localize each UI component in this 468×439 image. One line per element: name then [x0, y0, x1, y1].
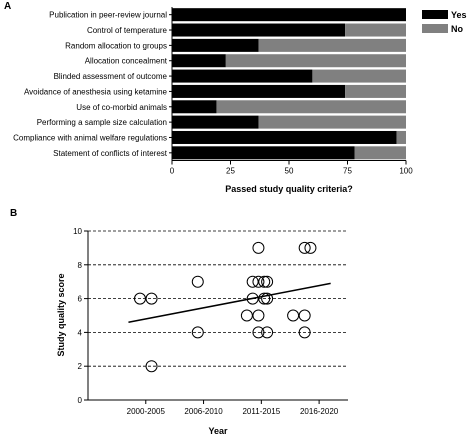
- y-tick-label-b-3: 6: [78, 295, 83, 304]
- scatter-point-16: [261, 326, 274, 339]
- scatter-point-21: [304, 241, 317, 254]
- x-tick-label-b-0: 2000-2005: [127, 407, 166, 416]
- scatter-point-15: [261, 292, 274, 305]
- category-label-8: Compliance with animal welfare regulatio…: [13, 133, 167, 142]
- y-tick-label-b-0: 0: [78, 396, 83, 405]
- scatter-point-14: [261, 275, 274, 288]
- bar-no-2: [258, 38, 406, 52]
- bar-no-8: [396, 130, 406, 144]
- category-label-2: Random allocation to groups: [65, 41, 167, 50]
- chart-a-xlabel: Passed study quality criteria?: [225, 184, 353, 194]
- bar-yes-8: [172, 130, 397, 144]
- scatter-point-6: [246, 275, 259, 288]
- bar-no-1: [345, 23, 406, 37]
- legend-swatch-yes: [422, 10, 448, 19]
- legend-swatch-no: [422, 24, 448, 33]
- category-label-9: Statement of conflicts of interest: [53, 149, 168, 158]
- y-tick-label-b-2: 4: [78, 328, 83, 337]
- scatter-point-9: [252, 275, 265, 288]
- x-tick-label-a-0: 0: [170, 167, 175, 176]
- scatter-point-10: [252, 309, 265, 322]
- legend-label-yes: Yes: [451, 10, 467, 20]
- x-tick-label-a-3: 75: [343, 167, 352, 176]
- bar-yes-7: [172, 115, 259, 129]
- bar-yes-1: [172, 23, 346, 37]
- y-tick-label-b-1: 2: [78, 362, 83, 371]
- category-label-6: Use of co-morbid animals: [76, 103, 167, 112]
- chart-a: Publication in peer-review journal Contro…: [13, 7, 413, 176]
- x-tick-label-a-4: 100: [399, 167, 413, 176]
- category-label-4: Blinded assessment of outcome: [54, 72, 168, 81]
- y-tick-label-b-4: 8: [78, 261, 83, 270]
- x-tick-label-b-2: 2011-2015: [242, 407, 280, 416]
- legend-a: Yes No: [422, 10, 467, 34]
- chart-b-ylabel: Study quality score: [56, 273, 66, 356]
- bar-no-6: [216, 100, 406, 114]
- y-tick-label-b-5: 10: [73, 227, 82, 236]
- category-label-7: Performing a sample size calculation: [37, 118, 167, 127]
- scatter-point-2: [145, 360, 158, 373]
- bar-yes-2: [172, 38, 259, 52]
- chart-b: 0 2 4 6 8 10 2000-2005 2006-2010 2011-2015 2016-2…: [73, 227, 348, 416]
- scatter-point-19: [298, 309, 311, 322]
- scatter-point-17: [287, 309, 300, 322]
- bar-yes-4: [172, 69, 313, 83]
- bar-yes-0: [172, 8, 406, 22]
- x-tick-label-a-2: 50: [285, 167, 294, 176]
- x-tick-label-b-1: 2006-2010: [184, 407, 223, 416]
- category-label-5: Avoidance of anesthesia using ketamine: [24, 87, 168, 96]
- legend-label-no: No: [451, 24, 463, 34]
- panel-label-b: B: [10, 208, 17, 219]
- bar-no-5: [345, 84, 406, 98]
- category-label-0: Publication in peer-review journal: [49, 11, 167, 20]
- x-tick-label-b-3: 2016-2020: [300, 407, 339, 416]
- scatter-point-12: [258, 275, 271, 288]
- bar-no-4: [312, 69, 406, 83]
- scatter-point-5: [240, 309, 253, 322]
- scatter-point-8: [252, 241, 265, 254]
- x-tick-label-a-1: 25: [226, 167, 235, 176]
- bar-yes-3: [172, 54, 226, 68]
- scatter-point-1: [145, 292, 158, 305]
- bar-yes-9: [172, 146, 355, 160]
- scatter-point-13: [258, 292, 271, 305]
- bar-no-7: [258, 115, 406, 129]
- bar-no-3: [225, 54, 406, 68]
- scatter-point-3: [191, 275, 204, 288]
- category-label-1: Control of temperature: [87, 26, 168, 35]
- scatter-point-20: [298, 326, 311, 339]
- scatter-point-0: [134, 292, 146, 305]
- scatter-point-7: [246, 292, 259, 305]
- trend-line: [128, 282, 331, 323]
- scatter-point-4: [191, 326, 204, 339]
- panel-label-a: A: [4, 1, 11, 12]
- chart-b-xlabel: Year: [208, 426, 228, 436]
- bar-yes-6: [172, 100, 217, 114]
- bar-yes-5: [172, 84, 346, 98]
- scatter-point-18: [298, 241, 311, 254]
- bar-no-9: [354, 146, 406, 160]
- scatter-point-11: [252, 326, 265, 339]
- category-label-3: Allocation concealment: [85, 57, 168, 66]
